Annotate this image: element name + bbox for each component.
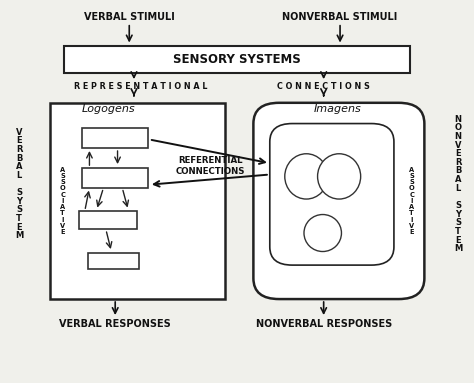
Text: R E P R E S E N T A T I O N A L: R E P R E S E N T A T I O N A L xyxy=(74,82,208,91)
Text: A
S
S
O
C
I
A
T
I
V
E: A S S O C I A T I V E xyxy=(60,167,65,235)
FancyBboxPatch shape xyxy=(270,124,394,265)
Ellipse shape xyxy=(304,214,341,252)
Text: C O N N E C T I O N S: C O N N E C T I O N S xyxy=(277,82,370,91)
Ellipse shape xyxy=(318,154,361,199)
Bar xyxy=(88,253,138,269)
Bar xyxy=(79,211,137,229)
Bar xyxy=(82,128,148,148)
Text: V
E
R
B
A
L
 
S
Y
S
T
E
M: V E R B A L S Y S T E M xyxy=(15,128,23,241)
Text: SENSORY SYSTEMS: SENSORY SYSTEMS xyxy=(173,53,301,66)
Bar xyxy=(50,103,225,299)
Text: NONVERBAL STIMULI: NONVERBAL STIMULI xyxy=(283,12,398,22)
Text: N
O
N
V
E
R
B
A
L
 
S
Y
S
T
E
M: N O N V E R B A L S Y S T E M xyxy=(454,115,462,253)
Text: VERBAL RESPONSES: VERBAL RESPONSES xyxy=(59,319,171,329)
FancyBboxPatch shape xyxy=(254,103,424,299)
Bar xyxy=(64,46,410,73)
Text: REFERENTIAL
CONNECTIONS: REFERENTIAL CONNECTIONS xyxy=(175,156,245,175)
Text: Logogens: Logogens xyxy=(82,104,135,114)
Text: A
S
S
O
C
I
A
T
I
V
E: A S S O C I A T I V E xyxy=(409,167,415,235)
Ellipse shape xyxy=(285,154,328,199)
Text: Imagens: Imagens xyxy=(314,104,362,114)
Text: NONVERBAL RESPONSES: NONVERBAL RESPONSES xyxy=(255,319,392,329)
Text: VERBAL STIMULI: VERBAL STIMULI xyxy=(84,12,174,22)
Bar xyxy=(82,168,148,188)
